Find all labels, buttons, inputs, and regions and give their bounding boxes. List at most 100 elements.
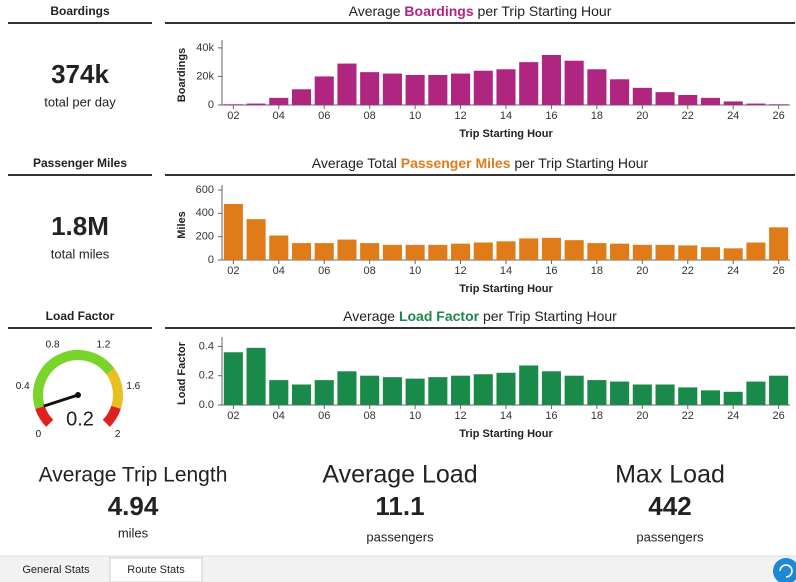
x-tick-label: 06: [318, 110, 330, 122]
bar: [723, 101, 743, 105]
bar: [587, 380, 607, 405]
gauge-band: [33, 350, 115, 409]
y-tick-label: 200: [196, 231, 214, 243]
x-tick-label: 24: [727, 265, 739, 277]
bar: [314, 380, 334, 405]
kpi-value: 374k: [51, 59, 109, 89]
x-tick-label: 24: [727, 410, 739, 422]
bar: [769, 104, 789, 105]
bar: [746, 381, 766, 405]
stat-value: 11.1: [375, 491, 424, 521]
bar: [769, 227, 789, 260]
x-tick-label: 04: [273, 410, 285, 422]
title-part: Load Factor: [399, 308, 480, 324]
bar: [314, 243, 334, 260]
bar: [610, 381, 630, 405]
chart-title: Average Total Passenger Miles per Trip S…: [312, 155, 649, 171]
tab-bg: [109, 557, 203, 582]
bar: [291, 243, 312, 260]
bar: [246, 347, 266, 405]
bar: [496, 241, 516, 260]
tab[interactable]: General Stats: [10, 558, 102, 582]
bar: [541, 55, 561, 105]
x-tick-label: 22: [682, 410, 694, 422]
chart-title: Average Load Factor per Trip Starting Ho…: [343, 308, 617, 324]
x-tick-label: 22: [682, 265, 694, 277]
kpi-unit: total miles: [51, 246, 110, 261]
gauge-hub: [75, 392, 81, 398]
x-tick-label: 18: [591, 110, 603, 122]
x-tick-label: 10: [409, 110, 421, 122]
y-tick-label: 0.2: [199, 370, 214, 382]
bar: [541, 237, 561, 260]
bar: [496, 69, 516, 105]
bar: [473, 242, 493, 260]
tab[interactable]: Route Stats: [109, 557, 203, 582]
title-part: per Trip Starting Hour: [474, 3, 612, 19]
x-tick-label: 20: [636, 265, 648, 277]
x-axis-label: Trip Starting Hour: [459, 128, 553, 140]
title-part: Average: [343, 308, 399, 324]
bar: [360, 243, 380, 260]
gauge-value: 0.2: [66, 408, 94, 430]
stat-unit: miles: [118, 525, 149, 540]
stat-value: 442: [648, 491, 691, 521]
x-tick-label: 16: [545, 265, 557, 277]
bar: [382, 377, 402, 405]
y-tick-label: 40k: [196, 42, 214, 54]
bar: [564, 240, 584, 260]
x-tick-label: 20: [636, 110, 648, 122]
stat-label: Average Trip Length: [39, 464, 228, 487]
y-tick-label: 0: [208, 99, 214, 111]
bar: [723, 248, 743, 260]
bar: [610, 79, 630, 105]
bar: [360, 375, 380, 405]
bar: [428, 377, 448, 405]
title-part: per Trip Starting Hour: [479, 308, 617, 324]
gauge-band: [106, 368, 123, 409]
gauge-tick-label: 1.2: [96, 340, 110, 351]
bar: [337, 63, 357, 105]
refresh-button[interactable]: [773, 558, 796, 582]
bar: [541, 371, 561, 405]
kpi-unit: total per day: [44, 94, 116, 109]
bar: [337, 239, 357, 260]
x-tick-label: 26: [773, 265, 785, 277]
x-tick-label: 22: [682, 110, 694, 122]
stat-value: 4.94: [108, 491, 159, 521]
x-tick-label: 02: [227, 410, 239, 422]
y-tick-label: 400: [196, 207, 214, 219]
bar: [632, 87, 652, 105]
bar: [451, 375, 471, 405]
x-tick-label: 14: [500, 410, 512, 422]
bar: [678, 95, 698, 105]
title-part: per Trip Starting Hour: [511, 155, 649, 171]
bar: [223, 352, 243, 405]
tab-label: Route Stats: [127, 564, 185, 576]
x-tick-label: 06: [318, 265, 330, 277]
y-axis-label: Load Factor: [176, 341, 188, 405]
bar: [564, 60, 584, 105]
x-tick-label: 12: [454, 110, 466, 122]
x-tick-label: 08: [364, 110, 376, 122]
bar: [405, 378, 425, 405]
bar: [655, 244, 675, 260]
gauge-band: [102, 405, 121, 427]
bar: [519, 238, 539, 260]
bar: [610, 243, 630, 260]
gauge-tick-label: 2: [115, 429, 121, 440]
bar: [269, 380, 289, 405]
bar: [246, 103, 266, 105]
x-tick-label: 20: [636, 410, 648, 422]
bar: [382, 244, 402, 260]
x-tick-label: 10: [409, 265, 421, 277]
bar: [360, 72, 380, 105]
bar: [678, 387, 698, 405]
stat-label: Average Load: [322, 461, 477, 489]
bar: [428, 75, 448, 105]
bar: [587, 69, 607, 105]
bar: [519, 365, 539, 405]
stat-unit: passengers: [636, 529, 704, 544]
y-tick-label: 0.0: [199, 399, 214, 411]
